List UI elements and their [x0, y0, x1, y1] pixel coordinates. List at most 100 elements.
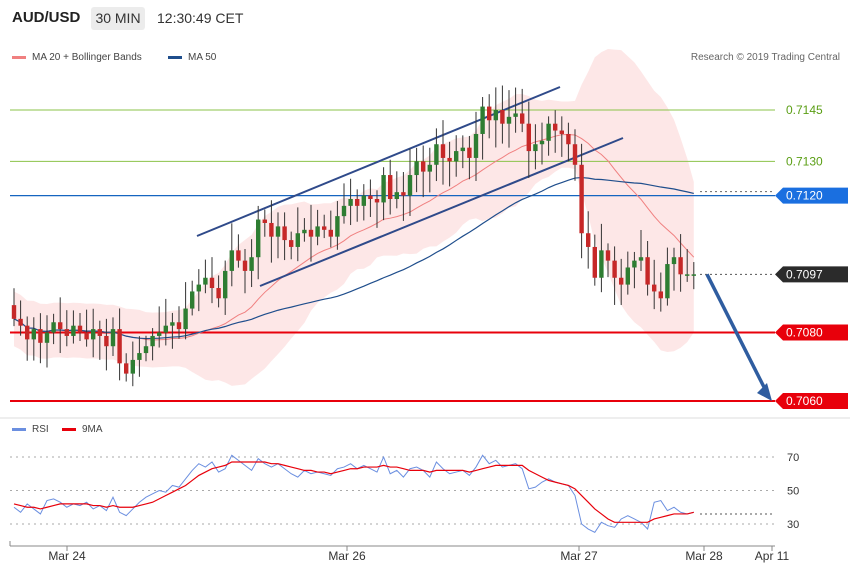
level-label-resistance: 0.7145: [786, 103, 823, 117]
candle-body: [665, 264, 670, 299]
candle-body: [553, 123, 558, 131]
candle: [460, 135, 465, 169]
candle: [632, 251, 637, 289]
candle-body: [302, 229, 307, 234]
candle-body: [599, 250, 604, 278]
candle: [665, 247, 670, 306]
forecast-arrow: [705, 273, 770, 396]
candle: [196, 269, 201, 312]
candle-body: [44, 332, 50, 343]
chart-header: AUD/USD 30 MIN 12:30:49 CET: [0, 0, 850, 38]
candle: [599, 223, 604, 293]
candle-body: [592, 246, 597, 278]
candle-body: [223, 270, 228, 299]
candle-body: [58, 322, 63, 330]
candle: [513, 87, 518, 133]
candle-body: [467, 147, 472, 158]
candle: [546, 116, 551, 156]
candle: [104, 318, 109, 371]
candle: [427, 147, 432, 193]
candle-body: [150, 335, 155, 347]
candle: [64, 310, 69, 347]
candle-body: [262, 219, 267, 223]
candle-body: [526, 123, 531, 152]
candle-body: [355, 199, 360, 206]
candle: [84, 309, 89, 347]
candle-body: [256, 219, 261, 258]
candle: [652, 259, 657, 310]
candle-body: [685, 274, 690, 276]
rsi-line: [13, 454, 694, 534]
candle: [559, 116, 564, 157]
candle: [612, 246, 617, 305]
candle: [454, 135, 459, 177]
candle: [586, 211, 591, 269]
level-tag-pivot: [775, 187, 848, 204]
candle-body: [25, 325, 30, 340]
candle-body: [143, 346, 149, 354]
candle-body: [652, 284, 657, 292]
rsi-ma-legend-label: 9MA: [82, 424, 103, 435]
candle-body: [38, 329, 43, 343]
candle: [691, 262, 696, 290]
symbol-label[interactable]: AUD/USD: [12, 9, 81, 26]
candle-body: [295, 233, 300, 247]
candle: [348, 178, 353, 226]
timeframe-selector[interactable]: 30 MIN: [91, 7, 145, 30]
candle-body: [289, 240, 294, 247]
channel-lower: [259, 137, 624, 287]
candle: [421, 145, 426, 198]
candle: [553, 110, 558, 153]
candle: [256, 205, 261, 280]
time-tick-label: Mar 28: [685, 549, 723, 563]
candle-body: [137, 353, 142, 360]
candle-body: [619, 277, 624, 285]
ma50-legend-label: MA 50: [188, 52, 217, 63]
legend-ma50: MA 50: [168, 52, 216, 63]
candle-body: [51, 322, 56, 333]
candle-body: [579, 164, 584, 234]
candle: [407, 148, 413, 217]
candle-body: [678, 257, 683, 275]
candle: [572, 129, 578, 181]
candle: [262, 209, 267, 237]
candle-body: [500, 110, 505, 124]
candle-body: [315, 226, 320, 237]
candle-body: [275, 226, 281, 237]
time-tick-label: Mar 26: [328, 549, 366, 563]
candle: [31, 317, 36, 361]
rsi-legend-label: RSI: [32, 424, 49, 435]
candle: [157, 306, 162, 348]
candle: [289, 231, 294, 260]
candle-body: [414, 161, 419, 176]
candle: [322, 214, 327, 239]
candle: [203, 259, 208, 294]
candle: [176, 306, 182, 339]
candle: [236, 234, 241, 268]
candle-body: [440, 144, 446, 158]
level-label-last: 0.7097: [786, 267, 823, 281]
time-tick-label: Mar 27: [560, 549, 598, 563]
candle-body: [388, 175, 393, 200]
candle: [566, 122, 571, 162]
candle-body: [394, 192, 399, 200]
candle-body: [546, 123, 551, 141]
candle: [434, 128, 439, 182]
time-tick-label: Mar 24: [48, 549, 86, 563]
candle: [645, 240, 650, 296]
candle: [183, 282, 188, 340]
bollinger-band: [14, 49, 694, 386]
candle: [18, 300, 23, 336]
candle: [190, 280, 195, 316]
candle: [447, 141, 452, 187]
forecast-arrow-head: [757, 383, 772, 401]
candle-body: [242, 260, 248, 271]
candle: [625, 251, 630, 295]
candle-body: [381, 175, 386, 203]
candle: [51, 313, 56, 345]
candle-body: [361, 195, 366, 206]
candle: [71, 310, 76, 344]
candle-body: [216, 288, 221, 299]
candle-body: [64, 329, 69, 336]
